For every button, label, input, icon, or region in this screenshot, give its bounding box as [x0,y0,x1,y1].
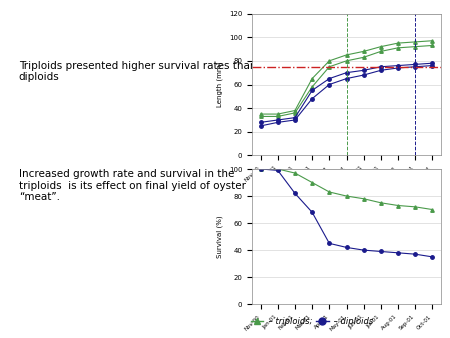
Legend:  – triploids;,  – diploids: – triploids;, – diploids [247,313,377,329]
Text: Triploids presented higher survival rates than
diploids: Triploids presented higher survival rate… [19,61,256,82]
Y-axis label: Survival (%): Survival (%) [217,215,223,258]
Y-axis label: Length (mm): Length (mm) [217,62,223,107]
Text: Increased growth rate and survival in the
triploids  is its effect on final yiel: Increased growth rate and survival in th… [19,169,246,202]
